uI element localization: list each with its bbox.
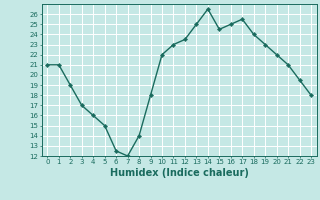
X-axis label: Humidex (Indice chaleur): Humidex (Indice chaleur) (110, 168, 249, 178)
